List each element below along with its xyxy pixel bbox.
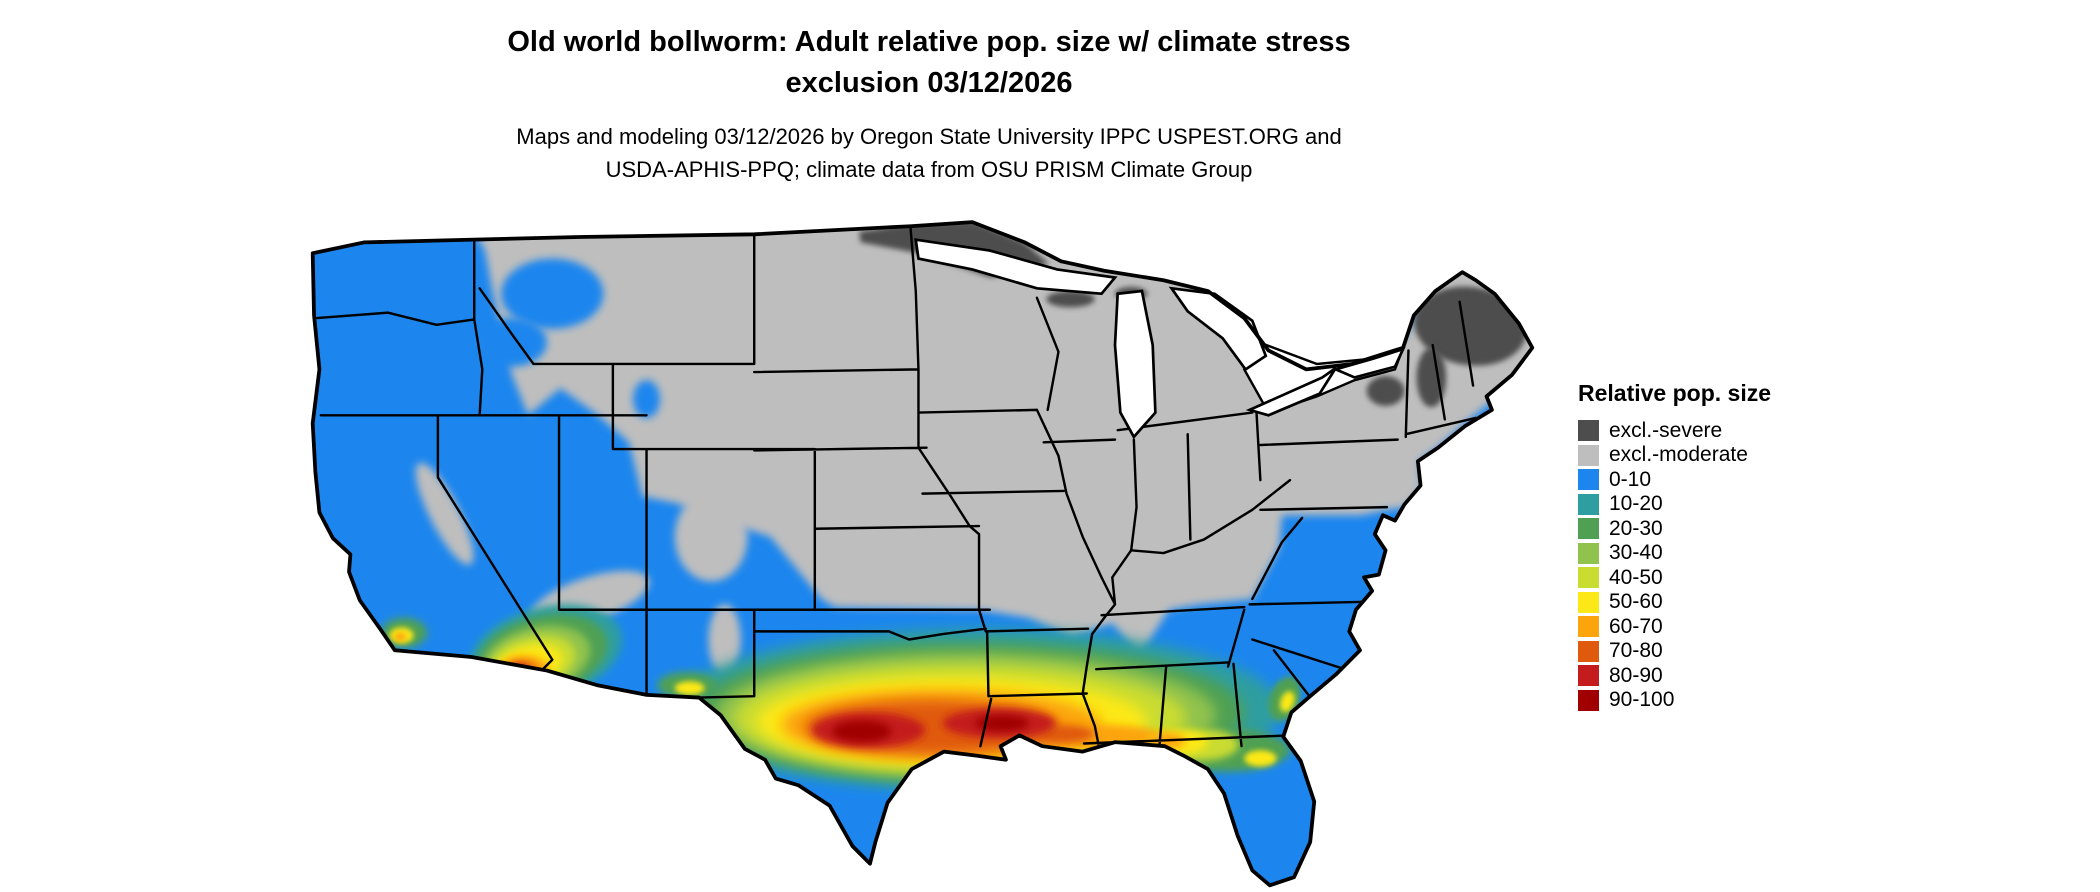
legend-swatch	[1578, 493, 1599, 515]
subtitle-line-2: USDA-APHIS-PPQ; climate data from OSU PR…	[605, 157, 1253, 182]
legend-swatch	[1578, 420, 1599, 441]
mottle-gray	[415, 462, 474, 565]
legend-label: excl.-moderate	[1609, 443, 1748, 466]
mottle-blue	[476, 318, 547, 367]
legend-swatch	[1578, 591, 1599, 613]
title-line-1: Old world bollworm: Adult relative pop. …	[507, 26, 1351, 58]
map-svg	[310, 220, 1535, 888]
legend-item: 30-40	[1578, 541, 1771, 564]
legend-item: 80-90	[1578, 663, 1771, 687]
us-map	[310, 210, 1535, 888]
hotspot-texas-90-100	[832, 720, 892, 743]
legend-label: 80-90	[1609, 663, 1663, 687]
legend-item: 50-60	[1578, 590, 1771, 613]
legend-item: 60-70	[1578, 614, 1771, 638]
mottle-blue	[501, 258, 604, 329]
lake-superior	[914, 238, 1118, 296]
us-outline	[310, 220, 1535, 888]
legend-label: 40-50	[1609, 565, 1663, 589]
legend-title: Relative pop. size	[1578, 380, 1772, 406]
legend-label: 10-20	[1609, 492, 1663, 515]
legend-swatch	[1578, 640, 1599, 662]
hotspot-florida-50-60	[1244, 750, 1277, 767]
legend-item: 0-10	[1578, 467, 1771, 491]
legend-label: 60-70	[1609, 614, 1663, 638]
legend-label: excl.-severe	[1609, 418, 1723, 442]
hotspot-louisiana-90-100	[975, 715, 1029, 732]
legend-label: 90-100	[1609, 688, 1675, 711]
lake-erie	[1245, 366, 1337, 417]
hotspot-newmexico-50-60	[674, 681, 705, 695]
legend-swatch	[1578, 518, 1599, 539]
legend-label: 30-40	[1609, 541, 1663, 564]
legend: Relative pop. size excl.-severe excl.-mo…	[1578, 380, 1771, 714]
legend-item: excl.-moderate	[1578, 443, 1771, 466]
page-subtitle: Maps and modeling 03/12/2026 by Oregon S…	[0, 120, 1858, 186]
legend-label: 0-10	[1609, 467, 1652, 491]
region-excl-severe	[1046, 291, 1095, 308]
region-excl-severe	[1416, 347, 1447, 408]
mottle-blue	[633, 380, 660, 418]
legend-label: 20-30	[1609, 516, 1663, 540]
mottle-gray	[674, 492, 748, 582]
lake-huron	[1168, 286, 1268, 372]
legend-swatch	[1578, 542, 1599, 564]
legend-swatch	[1578, 469, 1599, 490]
legend-swatch	[1578, 444, 1599, 466]
legend-item: 90-100	[1578, 688, 1771, 711]
title-line-2: exclusion 03/12/2026	[785, 67, 1073, 100]
region-excl-severe-new-england	[1414, 286, 1527, 366]
legend-swatch	[1578, 616, 1599, 637]
legend-item: 20-30	[1578, 516, 1771, 540]
legend-label: 50-60	[1609, 590, 1663, 613]
region-excl-moderate	[468, 222, 1533, 656]
legend-swatch	[1578, 665, 1599, 686]
legend-item: 10-20	[1578, 492, 1771, 515]
map-fill-layers	[312, 222, 1533, 886]
page-title: Old world bollworm: Adult relative pop. …	[0, 22, 1858, 104]
legend-item: 70-80	[1578, 639, 1771, 662]
legend-swatch	[1578, 689, 1599, 711]
lake-michigan	[1113, 289, 1157, 440]
legend-label: 70-80	[1609, 639, 1663, 662]
mottle-gray	[708, 604, 741, 675]
hotspot-socal-60-70	[394, 632, 407, 641]
legend-item: 40-50	[1578, 565, 1771, 589]
region-excl-severe	[1366, 376, 1405, 406]
state-boundaries	[315, 224, 1477, 748]
legend-item: excl.-severe	[1578, 418, 1771, 442]
legend-swatch	[1578, 567, 1599, 588]
subtitle-line-1: Maps and modeling 03/12/2026 by Oregon S…	[516, 124, 1342, 149]
hotspot-georgia-coast-50-60	[1279, 691, 1295, 713]
